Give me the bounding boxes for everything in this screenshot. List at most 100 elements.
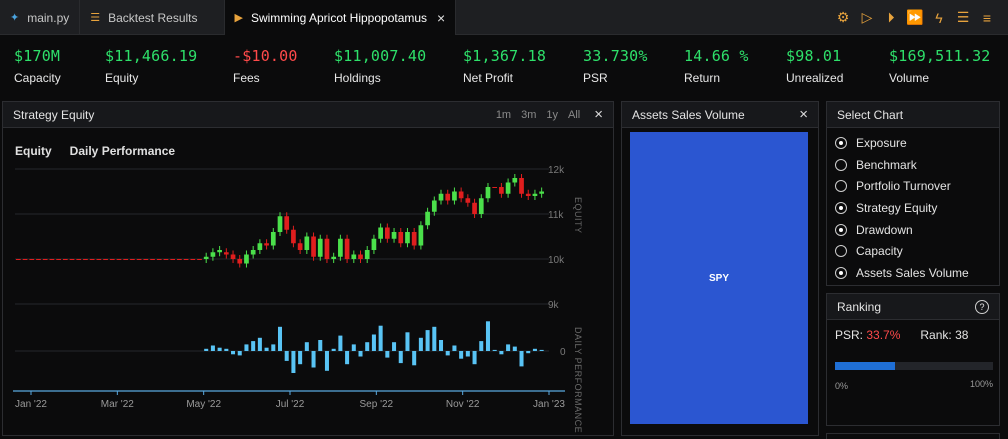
performance-bar — [479, 341, 484, 351]
chart-option-label: Strategy Equity — [856, 200, 938, 215]
equity-candle — [183, 259, 189, 260]
equity-candle — [16, 259, 21, 260]
chart-legend: Equity Daily Performance — [15, 144, 175, 158]
equity-candle — [378, 227, 383, 239]
performance-bar — [371, 334, 376, 351]
equity-candle — [109, 259, 115, 260]
stat-holdings: $11,007.40 Holdings — [334, 47, 426, 85]
equity-candle — [277, 216, 283, 232]
equity-candle — [170, 259, 176, 260]
close-icon[interactable]: × — [799, 106, 808, 123]
equity-candle — [512, 178, 518, 183]
performance-bar — [311, 351, 316, 368]
chart-option-strategy-equity[interactable]: Strategy Equity — [835, 197, 969, 219]
radio-icon[interactable] — [835, 136, 847, 149]
radio-icon[interactable] — [835, 201, 847, 214]
performance-bar — [224, 348, 229, 351]
performance-bar — [244, 344, 249, 351]
radio-icon[interactable] — [835, 158, 847, 171]
rank-progress-fill — [835, 362, 896, 370]
legend-equity[interactable]: Equity — [15, 144, 52, 158]
equity-candle — [405, 232, 410, 244]
play-icon[interactable]: ▷ — [861, 9, 873, 25]
equity-candle — [143, 259, 149, 260]
chart-option-assets-sales-volume[interactable]: Assets Sales Volume — [835, 262, 969, 284]
performance-bar — [519, 351, 524, 367]
equity-candle — [136, 259, 142, 260]
stat-label: Volume — [889, 71, 930, 85]
stack-icon[interactable]: ☰ — [956, 9, 970, 25]
equity-candle — [539, 191, 544, 194]
performance-bar — [418, 337, 423, 351]
radio-icon[interactable] — [835, 245, 847, 258]
radio-icon[interactable] — [835, 180, 847, 193]
equity-candle — [525, 193, 531, 196]
equity-candle — [297, 243, 303, 250]
equity-tick-label: 12k — [548, 165, 565, 176]
stat-label: Holdings — [334, 71, 381, 85]
select-chart-panel: Select Chart Exposure Benchmark Portfolio … — [826, 101, 1000, 286]
help-icon[interactable]: ? — [975, 299, 989, 314]
legend-daily-performance[interactable]: Daily Performance — [69, 144, 176, 158]
equity-candle — [532, 193, 538, 196]
performance-bar — [412, 351, 417, 366]
performance-bar — [351, 344, 356, 351]
tab-label: Swimming Apricot Hippopotamus — [250, 10, 428, 25]
chart-option-capacity[interactable]: Capacity — [835, 240, 969, 262]
equity-candle — [210, 252, 216, 257]
range-1y[interactable]: 1y — [546, 108, 558, 121]
spy-block[interactable]: SPY — [630, 132, 808, 424]
fast-forward-icon[interactable]: ⏩ — [906, 9, 924, 25]
stat-return: 14.66 % Return — [684, 47, 749, 85]
stat-label: Unrealized — [786, 71, 844, 85]
performance-bar — [237, 351, 242, 356]
radio-icon[interactable] — [835, 266, 847, 279]
chart-option-portfolio-turnover[interactable]: Portfolio Turnover — [835, 175, 969, 197]
stat-label: Fees — [233, 71, 260, 85]
chart-option-benchmark[interactable]: Benchmark — [835, 154, 969, 176]
equity-candle — [485, 187, 491, 199]
tab-main-py[interactable]: ✦ main.py — [0, 0, 81, 35]
equity-candle — [244, 254, 249, 264]
performance-bar — [264, 347, 269, 351]
equity-candle — [418, 225, 424, 246]
tab-swimming-apricot-hippopotamus[interactable]: ▶ Swimming Apricot Hippopotamus × — [224, 0, 457, 35]
radio-icon[interactable] — [835, 223, 847, 236]
performance-bar — [204, 348, 209, 351]
performance-bar — [358, 351, 363, 357]
panel-title: Assets Sales Volume — [632, 107, 745, 122]
performance-bar — [324, 351, 329, 371]
chart-option-exposure[interactable]: Exposure — [835, 132, 969, 154]
chart-option-label: Exposure — [856, 135, 907, 150]
range-3m[interactable]: 3m — [521, 108, 537, 121]
equity-candle — [351, 254, 357, 259]
performance-bar — [338, 335, 343, 351]
list-icon: ☰ — [90, 12, 101, 24]
psr-value: 33.7% — [866, 328, 901, 342]
equity-candle — [230, 254, 236, 259]
run-debug-icon[interactable]: ⏵ — [887, 9, 895, 25]
equity-candle — [458, 191, 464, 199]
equity-candle — [103, 259, 108, 260]
stat-fees: -$10.00 Fees — [233, 47, 298, 85]
range-all[interactable]: All — [568, 108, 581, 121]
equity-candle — [116, 259, 122, 260]
ranking-panel: Ranking ? PSR: 33.7% Rank: 38 0% 100% — [826, 293, 1000, 426]
menu-icon[interactable]: ≡ — [982, 9, 992, 26]
rank-label: Rank: — [920, 328, 952, 342]
gear-icon[interactable]: ⚙ — [836, 9, 850, 25]
chart-option-label: Capacity — [856, 244, 903, 259]
equity-candle — [217, 250, 222, 253]
performance-bar — [217, 347, 222, 351]
tab-backtest-results[interactable]: ☰ Backtest Results — [80, 0, 225, 35]
range-1m[interactable]: 1m — [495, 108, 512, 121]
rank-progress-track — [835, 362, 993, 370]
lightning-icon[interactable]: ϟ — [935, 9, 943, 26]
performance-bar — [506, 344, 511, 351]
close-icon[interactable]: × — [437, 9, 446, 26]
equity-candle — [270, 232, 276, 246]
performance-bar — [231, 351, 236, 355]
close-icon[interactable]: × — [594, 106, 603, 123]
equity-candle — [203, 256, 209, 259]
chart-option-drawdown[interactable]: Drawdown — [835, 219, 969, 241]
